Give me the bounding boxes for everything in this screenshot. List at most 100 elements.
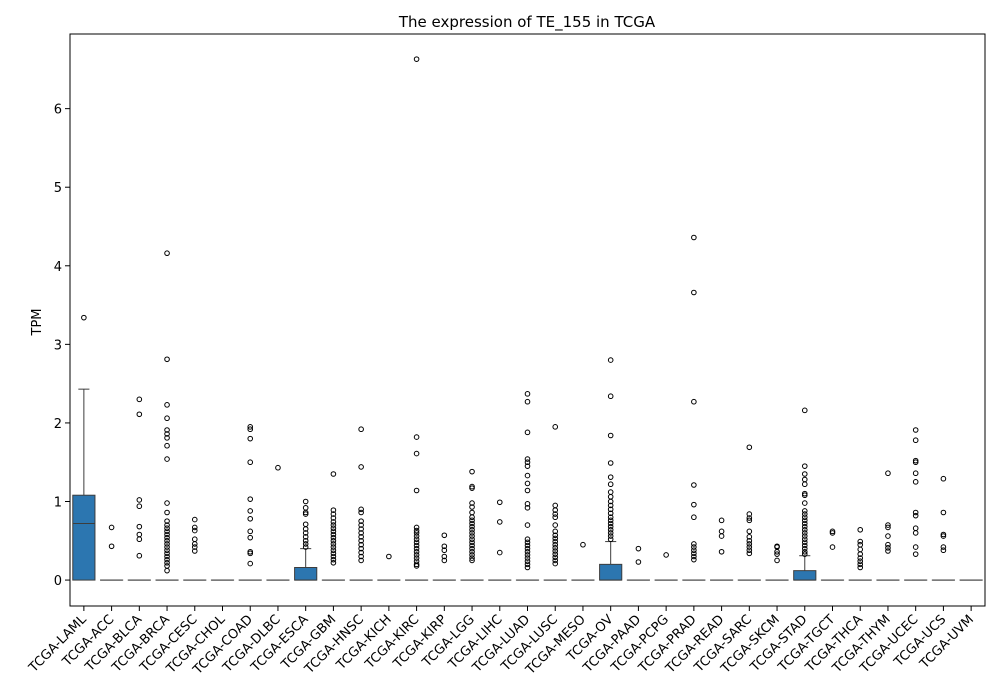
outlier-point: [607, 357, 614, 363]
outlier-point: [718, 548, 725, 555]
outlier-point: [330, 534, 337, 541]
outlier-point: [164, 250, 170, 257]
outlier-point: [607, 489, 614, 495]
outlier-point: [746, 511, 753, 517]
outlier-point: [552, 545, 559, 551]
outlier-point: [524, 536, 531, 543]
outlier-point: [940, 475, 947, 482]
outlier-point: [885, 545, 891, 551]
outlier-point: [635, 545, 642, 552]
outlier-point: [885, 548, 891, 554]
outlier-point: [524, 501, 531, 507]
outlier-point: [691, 234, 697, 241]
outlier-point: [164, 537, 170, 544]
outlier-point: [191, 541, 198, 547]
outlier-point: [801, 500, 808, 506]
outlier-point: [801, 514, 808, 521]
outlier-point: [358, 553, 364, 560]
outlier-point: [386, 553, 392, 560]
outlier-point: [413, 434, 420, 440]
outlier-point: [691, 482, 697, 488]
outlier-point: [801, 511, 808, 517]
outlier-point: [691, 556, 697, 563]
outlier-point: [607, 517, 614, 524]
outlier-point: [885, 522, 891, 528]
outlier-point: [580, 541, 586, 548]
outlier-point: [857, 541, 864, 548]
outlier-point: [607, 523, 614, 530]
outlier-point: [746, 544, 753, 550]
outlier-point: [607, 460, 614, 466]
outlier-point: [774, 548, 780, 555]
outlier-point: [191, 516, 198, 523]
outlier-point: [247, 550, 254, 557]
outlier-point: [358, 534, 364, 540]
outlier-point: [524, 522, 531, 528]
outlier-point: [607, 498, 614, 505]
outlier-point: [330, 537, 337, 544]
outlier-point: [829, 530, 836, 536]
outlier-point: [330, 519, 337, 525]
outlier-point: [469, 555, 475, 561]
outlier-point: [275, 464, 281, 471]
box: [294, 567, 318, 581]
outlier-point: [469, 520, 475, 527]
outlier-point: [940, 547, 947, 554]
outlier-point: [330, 507, 337, 513]
outlier-point: [413, 555, 420, 561]
outlier-point: [413, 536, 420, 543]
outlier-point: [801, 407, 808, 414]
outlier-point: [358, 530, 364, 536]
outlier-point: [469, 468, 475, 475]
outlier-point: [469, 536, 475, 543]
outlier-point: [247, 534, 254, 541]
outlier-point: [469, 533, 475, 539]
outlier-point: [469, 485, 475, 491]
outlier-point: [136, 536, 143, 543]
outlier-point: [413, 542, 420, 549]
outlier-point: [746, 537, 753, 544]
box: [72, 494, 96, 581]
outlier-point: [746, 550, 753, 557]
outlier-point: [136, 523, 143, 530]
outlier-point: [552, 424, 559, 430]
outlier-point: [330, 553, 337, 560]
outlier-point: [469, 557, 475, 564]
outlier-point: [247, 435, 254, 442]
outlier-point: [330, 544, 337, 550]
outlier-point: [607, 526, 614, 533]
outlier-point: [912, 427, 919, 433]
outlier-point: [164, 442, 170, 449]
outlier-point: [885, 524, 891, 531]
outlier-point: [691, 550, 697, 557]
outlier-point: [496, 519, 503, 525]
outlier-point: [136, 503, 143, 510]
outlier-point: [496, 499, 503, 506]
outlier-point: [746, 534, 753, 540]
outlier-point: [108, 543, 115, 550]
outlier-point: [524, 555, 531, 561]
outlier-point: [857, 555, 864, 561]
outlier-point: [164, 528, 170, 535]
outlier-point: [524, 459, 531, 466]
outlier-point: [164, 509, 170, 516]
outlier-point: [441, 553, 448, 560]
outlier-point: [524, 463, 531, 469]
outlier-point: [524, 472, 531, 479]
outlier-point: [801, 551, 808, 557]
outlier-point: [358, 537, 364, 544]
outlier-point: [552, 511, 559, 517]
outlier-point: [413, 552, 420, 558]
outlier-point: [524, 542, 531, 549]
outlier-point: [358, 545, 364, 552]
outlier-point: [81, 314, 87, 321]
outlier-point: [469, 526, 475, 533]
outlier-point: [718, 517, 725, 524]
outlier-point: [801, 530, 808, 536]
outlier-point: [469, 509, 475, 516]
outlier-point: [801, 548, 808, 555]
outlier-point: [164, 563, 170, 569]
outlier-point: [524, 391, 531, 397]
outlier-point: [746, 517, 753, 524]
